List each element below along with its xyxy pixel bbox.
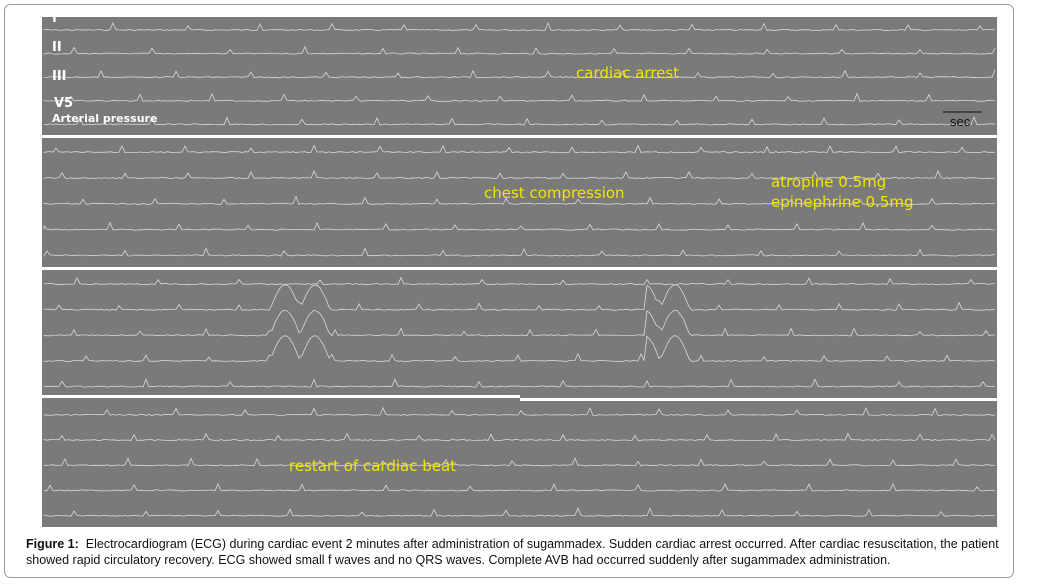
separator	[520, 398, 997, 401]
lead-label: II	[52, 40, 62, 55]
ecg-trace	[43, 432, 996, 442]
ecg-trace	[43, 92, 996, 102]
ecg-trace	[43, 169, 996, 180]
ecg-trace	[43, 45, 996, 55]
lead-label: III	[52, 69, 67, 84]
ecg-background	[42, 17, 997, 527]
caption: Figure 1: Electrocardiogram (ECG) during…	[26, 536, 1011, 568]
separator	[42, 267, 997, 270]
caption-label: Figure 1:	[26, 537, 79, 551]
separator	[42, 135, 997, 138]
ecg-trace	[43, 377, 996, 388]
pressure-label: Arterial pressure	[52, 112, 157, 125]
annotation: epinephrine 0.5mg	[771, 193, 914, 211]
lead-label: I	[52, 11, 57, 26]
ecg-trace	[43, 22, 996, 32]
ecg-trace	[43, 247, 995, 258]
ecg-trace	[43, 335, 996, 362]
ecg-trace	[43, 457, 996, 467]
ecg-trace	[43, 115, 996, 126]
annotation: cardiac arrest	[576, 64, 679, 82]
ecg-trace	[43, 309, 995, 337]
ecg-trace	[43, 221, 996, 231]
separator	[42, 395, 520, 398]
ecg-trace	[43, 507, 996, 517]
annotation: chest compression	[484, 184, 625, 202]
ecg-trace	[43, 144, 996, 154]
caption-text: Electrocardiogram (ECG) during cardiac e…	[26, 537, 999, 567]
ecg-trace	[43, 69, 996, 79]
ecg-traces	[43, 22, 996, 517]
ecg-trace	[43, 276, 996, 286]
ecg-trace	[43, 195, 996, 205]
ecg-trace	[43, 482, 996, 492]
annotation: restart of cardiac beat	[289, 457, 456, 475]
scale-label: sec	[950, 114, 971, 129]
ecg-trace	[43, 406, 996, 416]
lead-label: V5	[54, 96, 73, 111]
ecg-trace	[43, 284, 996, 311]
annotation: atropine 0.5mg	[771, 173, 886, 191]
